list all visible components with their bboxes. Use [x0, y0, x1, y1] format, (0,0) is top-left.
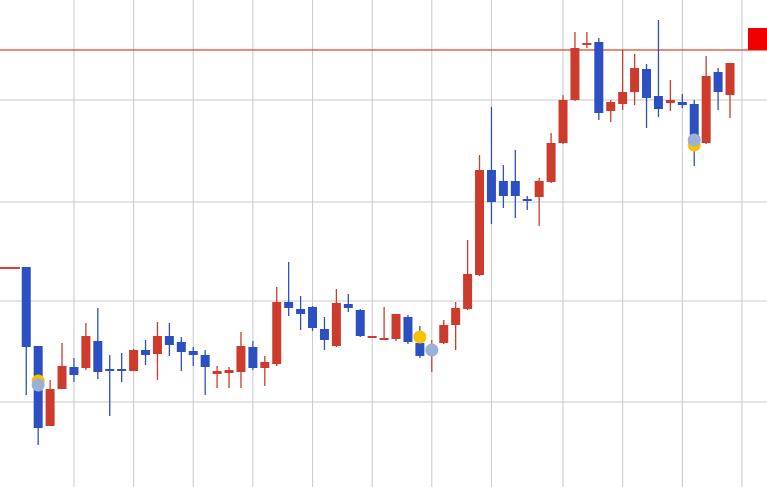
- candle-body: [630, 68, 640, 92]
- candle-body: [248, 347, 258, 368]
- candle-body: [606, 102, 616, 111]
- candle-body: [582, 43, 592, 45]
- candle-body: [677, 102, 687, 105]
- candle-body: [642, 69, 652, 98]
- candle-body: [69, 367, 79, 375]
- candle-body: [475, 170, 485, 275]
- candle-body: [355, 310, 365, 336]
- candle-body: [391, 314, 401, 339]
- signal-marker: [425, 343, 439, 357]
- candle-body: [152, 336, 162, 354]
- candle-body: [21, 267, 31, 347]
- candle-body: [93, 341, 103, 372]
- signal-marker: [31, 378, 45, 392]
- candle-body: [45, 389, 55, 426]
- candle-body: [319, 329, 329, 340]
- candle-body: [105, 369, 115, 371]
- candle-body: [188, 351, 198, 355]
- signal-marker: [413, 330, 427, 344]
- candle-body: [272, 302, 282, 364]
- candle-body: [546, 143, 556, 182]
- candle-body: [176, 342, 186, 352]
- candle-body: [653, 96, 663, 109]
- candle-body: [713, 72, 723, 92]
- candle-body: [343, 304, 353, 308]
- candle-body: [558, 100, 568, 143]
- candle-body: [57, 366, 67, 389]
- candle-body: [689, 104, 699, 140]
- candle-body: [129, 350, 139, 371]
- candle-body: [665, 100, 675, 103]
- candle-body: [439, 325, 449, 343]
- candle-body: [451, 308, 461, 325]
- candle-body: [308, 307, 318, 328]
- candle-body: [498, 181, 508, 196]
- candle-body: [260, 362, 270, 368]
- candle-body: [534, 181, 544, 197]
- candle-body: [81, 336, 91, 368]
- candle-body: [331, 303, 341, 346]
- candle-body: [522, 199, 532, 201]
- candle-body: [463, 274, 473, 309]
- candle-body: [224, 370, 234, 373]
- candle-body: [379, 338, 389, 340]
- candle-body: [117, 369, 127, 371]
- candle-body: [284, 302, 294, 308]
- candle-body: [618, 92, 628, 104]
- candle-body: [236, 346, 246, 372]
- signal-marker: [687, 133, 701, 147]
- candle-body: [725, 63, 735, 95]
- candle-body: [164, 336, 174, 345]
- candle-body: [141, 350, 151, 355]
- candle-body: [296, 309, 306, 314]
- candle-body: [594, 42, 604, 113]
- candle-body: [212, 371, 222, 374]
- candle-body: [367, 336, 377, 338]
- candle-body: [510, 181, 520, 196]
- candle-body: [570, 48, 580, 100]
- candle-body: [415, 343, 425, 356]
- candle-body: [486, 170, 496, 202]
- candle-body: [200, 355, 210, 367]
- candle-body: [701, 76, 711, 143]
- candle-body: [403, 317, 413, 342]
- price-tag: [748, 28, 767, 50]
